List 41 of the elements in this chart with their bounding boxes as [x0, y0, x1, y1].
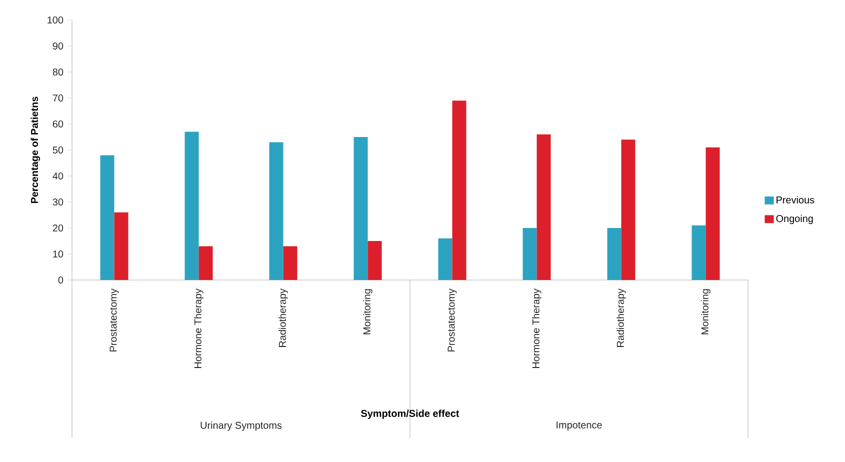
legend-label: Ongoing: [776, 214, 813, 224]
bar: [452, 100, 466, 280]
text: Urinary Symptoms: [200, 422, 282, 431]
bar: [100, 155, 114, 280]
x-tick-label: Monitoring: [363, 289, 372, 334]
y-tick-label: 100: [48, 16, 64, 24]
bar: [184, 132, 199, 280]
x-tick-label: Monitoring: [701, 289, 710, 334]
bar: [368, 241, 382, 280]
y-tick-label: 0: [58, 276, 64, 284]
y-tick-label: 40: [52, 172, 64, 180]
x-tick-label: Hormone Therapy: [532, 288, 542, 368]
bar: [536, 134, 551, 280]
bar: [269, 142, 284, 280]
bar: [607, 228, 622, 280]
text: Impotence: [556, 422, 602, 430]
x-tick-label: Prostatectomy: [110, 288, 119, 352]
y-axis-title: Percentage of Patietns: [30, 96, 40, 204]
x-tick-label: Hormone Therapy: [194, 288, 204, 368]
legend-label: Previous: [776, 196, 814, 204]
bar: [114, 212, 128, 280]
y-tick-label: 80: [52, 68, 64, 76]
bar: [354, 137, 368, 280]
x-axis-title: Symptom/Side effect: [361, 410, 460, 419]
y-tick-label: 10: [53, 250, 64, 258]
y-tick-label: 30: [52, 198, 64, 206]
bar: [283, 246, 298, 280]
bar: [706, 147, 720, 280]
y-tick-label: 70: [52, 94, 64, 102]
y-tick-label: 60: [52, 120, 64, 128]
bar: [621, 140, 636, 280]
bar: [438, 238, 452, 280]
y-tick-label: 90: [52, 42, 64, 50]
y-tick-label: 20: [52, 224, 64, 232]
y-tick-label: 50: [52, 146, 64, 154]
bar: [692, 225, 706, 280]
x-tick-label: Radiotherapy: [616, 288, 626, 347]
bar: [522, 228, 537, 280]
bar: [198, 246, 213, 280]
x-tick-label: Prostatectomy: [448, 288, 457, 352]
x-tick-label: Radiotherapy: [278, 288, 288, 347]
